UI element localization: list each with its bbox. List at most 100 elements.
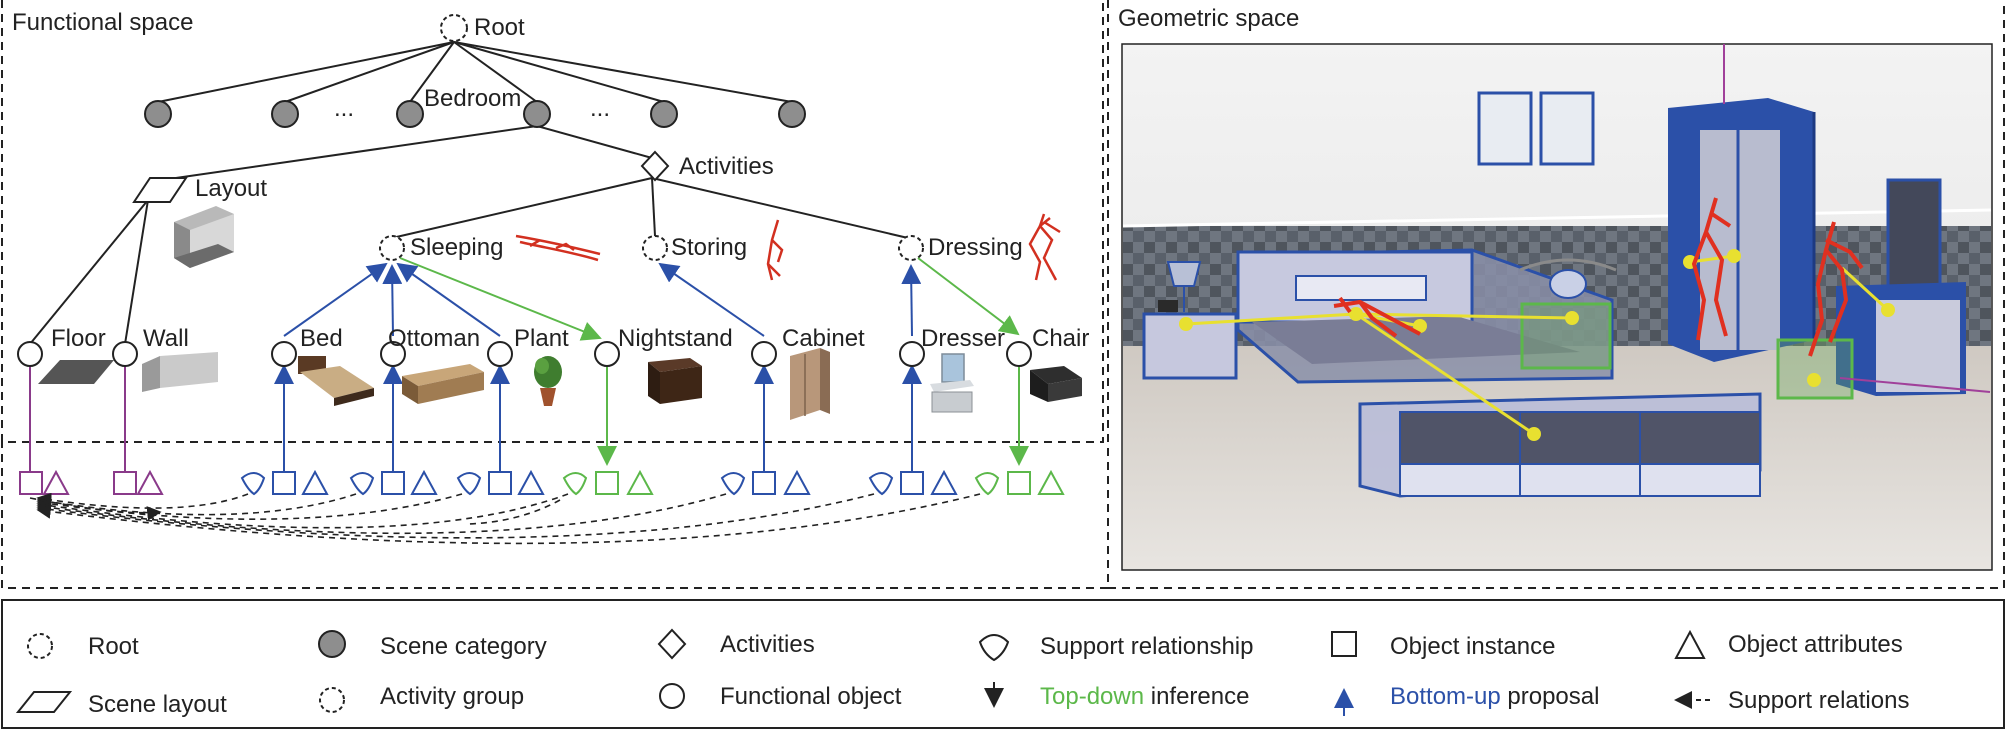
storing-skeleton — [1691, 197, 1732, 341]
bed-icon — [298, 356, 374, 406]
object-bed: Bed — [271, 325, 374, 406]
object-dresser: Dresser — [899, 325, 1005, 413]
legend-top-down: Top-down inference — [984, 682, 1249, 710]
geometric-space-title: Geometric space — [1118, 5, 1299, 32]
scene-category-node — [396, 100, 424, 128]
dresser-box — [1836, 178, 1966, 396]
legend-object-instance: Object instance — [1331, 631, 1555, 660]
geometric-space-panel: Geometric space — [1, 0, 2005, 589]
legend-activities: Activities — [657, 628, 815, 660]
activities-label: Activities — [679, 153, 774, 180]
plant-box — [1519, 258, 1617, 370]
legend-bottom-up: Bottom-up proposal — [1334, 683, 1599, 716]
object-floor: Floor — [17, 325, 114, 384]
wall-picture-frame — [1539, 91, 1595, 166]
storing-pose-icon — [766, 219, 784, 281]
scene-categories: ... ... Bedroom — [144, 85, 806, 128]
object-dresser-label: Dresser — [921, 325, 1005, 352]
object-floor-label: Floor — [51, 325, 106, 352]
floor-icon — [38, 360, 114, 384]
support-relations — [29, 492, 981, 545]
legend-scene-category: Scene category — [318, 630, 547, 660]
plant-attributes — [456, 469, 545, 496]
ottoman-icon — [402, 364, 484, 404]
legend-activities-label: Activities — [720, 631, 815, 658]
object-wall-label: Wall — [143, 325, 189, 352]
root-node: Root — [440, 14, 525, 42]
legend-support-relationship-label: Support relationship — [1040, 633, 1253, 660]
bottom-up-edges — [274, 262, 922, 480]
activity-group-sleeping-node — [379, 235, 405, 261]
legend-root: Root — [27, 633, 139, 660]
legend-top-down-rest: inference — [1151, 683, 1250, 710]
legend-scene-layout: Scene layout — [15, 691, 227, 718]
legend-object-attributes: Object attributes — [1674, 629, 1903, 659]
nightstand-icon — [648, 358, 702, 404]
scene-category-node — [271, 100, 299, 128]
tree-edges — [29, 41, 909, 345]
wall-icon — [142, 352, 218, 392]
legend-functional-object: Functional object — [659, 683, 902, 710]
legend-root-label: Root — [88, 633, 139, 660]
legend-scene-layout-label: Scene layout — [88, 691, 227, 718]
object-nightstand: Nightstand — [594, 325, 733, 404]
object-plant: Plant — [487, 325, 569, 406]
attribute-row — [19, 469, 1065, 496]
cabinet-attributes — [720, 469, 811, 496]
wall-picture-frame — [1477, 91, 1533, 166]
ellipsis-left: ... — [334, 95, 354, 122]
object-bed-label: Bed — [300, 325, 343, 352]
dresser-icon — [930, 353, 974, 413]
functional-space-panel: Functional space — [1, 0, 1104, 443]
legend-object-attributes-label: Object attributes — [1728, 631, 1903, 658]
legend-bottom-up-word: Bottom-up — [1390, 683, 1501, 710]
ottoman-attributes — [349, 469, 438, 496]
plant-icon — [534, 356, 562, 406]
dresser-attributes — [868, 469, 958, 496]
object-nightstand-label: Nightstand — [618, 325, 733, 352]
legend-support-relations-label: Support relations — [1728, 687, 1909, 714]
wardrobe-box — [1668, 98, 1816, 362]
sleeping-skeleton — [1333, 296, 1421, 338]
tv-cabinet-box — [1358, 392, 1762, 498]
legend-top-down-word: Top-down — [1040, 683, 1144, 710]
wall-attributes — [113, 469, 164, 495]
scene-category-node — [144, 100, 172, 128]
activity-groups: Sleeping Storing Dressing — [379, 213, 1061, 281]
dressing-pose-icon — [1028, 213, 1061, 281]
layout-room-icon — [174, 206, 234, 268]
functional-space-title: Functional space — [12, 9, 193, 36]
root-label: Root — [474, 14, 525, 41]
legend-activity-group: Activity group — [319, 683, 524, 713]
object-wall: Wall — [112, 325, 218, 392]
bedroom-photo — [1121, 43, 1993, 571]
activity-group-storing-node — [642, 235, 668, 261]
chair-attributes — [974, 469, 1065, 496]
layout-node: Layout — [132, 175, 267, 268]
legend-support-relations: Support relations — [1674, 687, 1909, 714]
legend: Root Scene category Activities Support r… — [1, 599, 2005, 729]
scene-category-bedroom-node — [523, 100, 551, 128]
legend-functional-object-label: Functional object — [720, 683, 902, 710]
activity-group-dressing-label: Dressing — [928, 234, 1023, 261]
yellow-dots — [1179, 249, 1895, 441]
svg-text:Top-down inference: Top-down inference — [1040, 683, 1249, 710]
object-ottoman-label: Ottoman — [388, 325, 480, 352]
svg-text:Bottom-up proposal: Bottom-up proposal — [1390, 683, 1599, 710]
legend-object-instance-label: Object instance — [1390, 633, 1555, 660]
bedroom-label: Bedroom — [424, 85, 521, 112]
object-cabinet: Cabinet — [751, 325, 865, 420]
sleeping-pose-icon — [515, 234, 601, 262]
activities-node: Activities — [640, 150, 774, 182]
legend-scene-category-label: Scene category — [380, 633, 547, 660]
activity-group-storing-label: Storing — [671, 234, 747, 261]
scene-category-node — [778, 100, 806, 128]
legend-bottom-up-rest: proposal — [1507, 683, 1599, 710]
object-ottoman: Ottoman — [380, 325, 484, 404]
legend-activity-group-label: Activity group — [380, 683, 524, 710]
legend-support-relationship: Support relationship — [978, 633, 1253, 662]
yellow-relations — [1185, 254, 1890, 436]
chair-box — [1776, 338, 1854, 400]
object-chair: Chair — [1006, 325, 1089, 402]
